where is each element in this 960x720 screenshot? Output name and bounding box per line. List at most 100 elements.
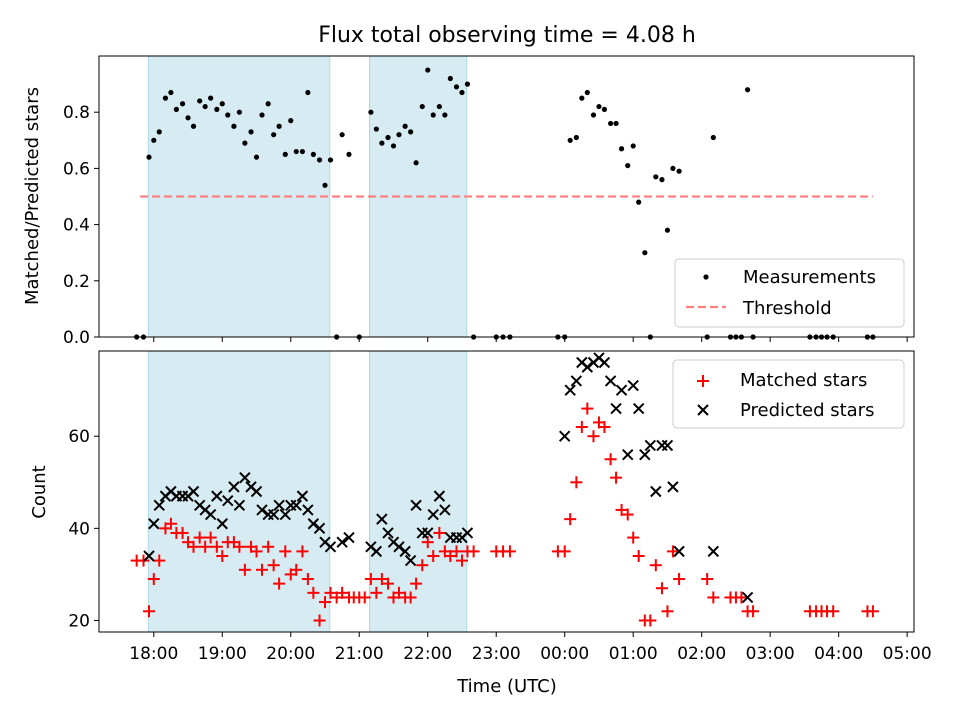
measurement-point [322, 182, 328, 188]
shaded-interval-2 [369, 350, 468, 633]
predicted-star-point [382, 527, 394, 539]
matched-star-point [199, 540, 212, 553]
predicted-star-point [707, 545, 720, 558]
measurement-point [253, 154, 260, 160]
measurement-point [396, 132, 402, 138]
predicted-star-point [233, 499, 246, 512]
matched-star-point [147, 573, 160, 586]
measurement-point [659, 177, 665, 183]
measurement-point [265, 101, 271, 107]
measurement-point [419, 103, 425, 110]
matched-star-point [503, 545, 516, 558]
measurement-point [584, 89, 590, 96]
measurement-point [288, 118, 294, 124]
predicted-star-point [650, 485, 662, 498]
matched-star-point [410, 577, 423, 590]
measurement-point [590, 112, 597, 118]
measurement-point [453, 84, 460, 90]
matched-star-point [467, 545, 480, 558]
bottom-axes-frame [98, 350, 915, 633]
matched-star-point [382, 577, 395, 590]
top-y-axis-label: Matched/Predicted stars [22, 87, 43, 305]
predicted-star-point [313, 522, 326, 535]
x-tick-label: 02:00 [677, 644, 726, 664]
matched-star-point [455, 554, 468, 567]
measurement-point [642, 250, 648, 256]
x-tick-label: 22:00 [403, 644, 452, 664]
measurement-point [596, 103, 602, 110]
matched-star-point [427, 549, 440, 562]
predicted-star-point [343, 531, 355, 544]
predicted-star-point [433, 490, 446, 502]
measurement-point [618, 146, 625, 152]
predicted-star-point [324, 541, 337, 553]
measurement-point [408, 129, 414, 135]
matched-star-point [153, 554, 166, 567]
y-tick-label: 0.6 [63, 159, 90, 179]
predicted-star-point [559, 430, 571, 442]
measurement-point [299, 148, 306, 155]
predicted-star-point [370, 545, 383, 558]
matched-star-point [273, 577, 286, 590]
measurement-point [259, 112, 265, 118]
matched-star-point [296, 545, 309, 558]
predicted-star-point [673, 545, 685, 558]
legend-measurements-label: Measurements [743, 267, 876, 288]
predicted-star-point [216, 518, 228, 530]
measurement-point [346, 151, 352, 157]
predicted-star-point [279, 508, 291, 521]
predicted-star-point [228, 481, 240, 493]
top-x-ticks [153, 337, 908, 342]
measurement-point [276, 123, 282, 129]
predicted-star-point [273, 499, 285, 512]
measurement-point [676, 168, 682, 174]
y-tick-label: 60 [68, 427, 90, 447]
matched-star-point [604, 453, 617, 466]
predicted-star-point [741, 591, 754, 604]
bottom-legend-box [672, 359, 905, 429]
matched-star-point [392, 586, 405, 599]
matched-star-point [827, 605, 840, 618]
matched-star-point [610, 471, 623, 484]
predicted-star-point [307, 518, 320, 530]
matched-star-point [707, 591, 720, 604]
x-tick-label: 18:00 [129, 644, 178, 664]
predicted-star-point [661, 439, 674, 452]
predicted-star-point [336, 536, 348, 548]
matched-star-point [558, 545, 571, 558]
matched-star-point [570, 476, 583, 489]
measurement-point [413, 160, 419, 166]
predicted-star-point [187, 485, 200, 498]
measurement-point [379, 140, 385, 146]
x-tick-label: 19:00 [198, 644, 247, 664]
measurement-point [151, 137, 157, 143]
predicted-star-point [153, 499, 165, 512]
matched-star-point [666, 545, 679, 558]
predicted-star-point [422, 527, 434, 539]
matched-star-point [164, 517, 177, 530]
measurement-point [459, 89, 465, 96]
predicted-star-point [399, 545, 411, 558]
measurement-point [197, 98, 203, 104]
predicted-star-point [148, 518, 160, 530]
matched-star-point [267, 559, 280, 572]
matched-star-point [137, 554, 150, 567]
predicted-star-point [598, 356, 611, 369]
measurement-point [664, 227, 671, 233]
matched-star-point [364, 573, 377, 586]
matched-star-point [421, 536, 434, 549]
predicted-star-point [644, 439, 657, 452]
bottom-plot-area [130, 352, 879, 627]
top-panel: Flux total observing time = 4.08 h 0.00.… [22, 23, 915, 348]
bottom-y-ticks: 20 40 60 [68, 427, 99, 631]
measurement-point [214, 106, 220, 112]
bottom-x-axis-label: Time (UTC) [456, 676, 557, 697]
measurement-point [608, 120, 614, 127]
predicted-star-point [250, 485, 263, 498]
measurement-point [339, 132, 345, 138]
matched-star-point [370, 586, 383, 599]
measurement-point [248, 129, 254, 135]
matched-star-point [324, 586, 337, 599]
predicted-star-point [615, 384, 628, 396]
predicted-star-point [204, 508, 217, 521]
